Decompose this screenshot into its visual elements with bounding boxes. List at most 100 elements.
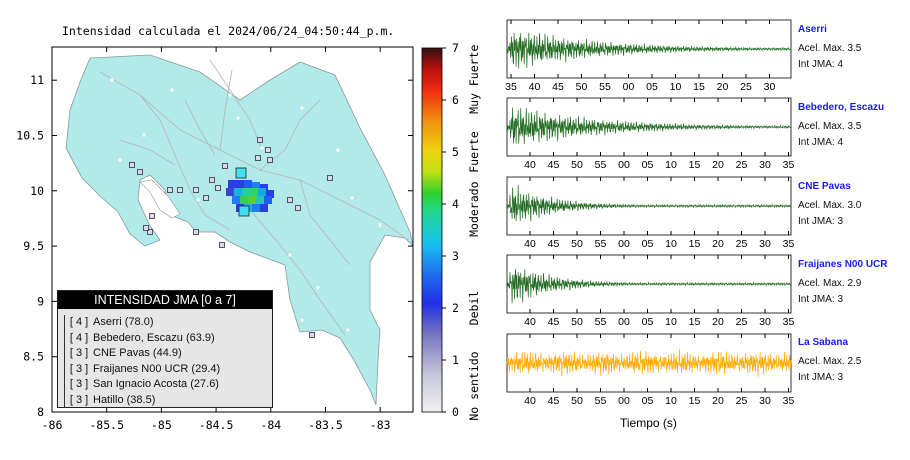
waveform-tick-label: 25 [736,395,748,407]
town-marker [300,318,304,322]
legend-row: [ 3 ] San Ignacio Acosta (27.6) [69,378,219,390]
waveform-tick-label: 30 [764,81,776,93]
waveform-tick-label: 50 [576,81,588,93]
intensity-cell [250,188,258,196]
waveform-tick-label: 05 [642,238,654,250]
legend-row: [ 3 ] Fraijanes N00 UCR (29.4) [69,362,221,375]
waveform-tick-label: 30 [759,159,771,171]
station-marker [129,162,135,168]
colorbar-gradient [421,47,443,413]
legend-list: [ 4 ] Aserri (78.0) [ 4 ] Bebedero, Escazu… [64,315,272,408]
accel-label: Acel. Max. 2.5 [798,356,862,367]
waveform-tick-label: 45 [548,316,560,328]
station-marker [215,185,221,191]
waveform-trace [506,184,792,222]
waveform-tick-label: 25 [736,316,748,328]
colorbar-tick-label: 4 [452,197,459,211]
waveform-tick-label: 40 [524,395,536,407]
intensity-cell [256,196,264,204]
lon-tick-label: -84.5 [199,418,234,432]
town-marker [142,133,146,137]
station-square [238,205,250,217]
intensity-cell [240,196,248,204]
waveform-tick-label: 20 [717,81,729,93]
lat-tick-label: 10.5 [16,128,44,142]
lon-tick-label: -83.5 [308,418,343,432]
town-marker [316,286,320,290]
waveform-tick-label: 55 [595,316,607,328]
intensity-cell [228,180,236,188]
waveform-tick-label: 35 [783,395,795,407]
road [249,209,346,336]
waveform-tick-label: 35 [505,81,517,93]
town-marker [228,93,232,97]
lon-tick-label: -83 [370,418,391,432]
waveform-tick-label: 55 [595,238,607,250]
waveform-tick-label: 55 [599,81,611,93]
waveform-tick-label: 50 [571,238,583,250]
intensity-legend: INTENSIDAD JMA [0 a 7] [ 4 ] Aserri (78.0… [57,290,273,408]
accel-label: Acel. Max. 3.0 [798,200,862,211]
station-marker [193,229,199,235]
waveform-tick-label: 00 [623,81,635,93]
intensity-map: -86 -85.5 -85 -84.5 -84 -83.5 -83 11 10.5 10 9.5 9 8… [16,46,414,432]
waveform-tick-label: 05 [642,316,654,328]
road [119,139,176,166]
waveform-trace [507,32,792,69]
waveform-tick-label: 35 [783,238,795,250]
station-marker [255,155,261,161]
lon-tick-label: -86 [42,418,63,432]
intensity-cell [266,190,274,198]
town-marker [236,116,240,120]
colorbar-tick-label: 2 [452,301,459,315]
town-marker [118,158,122,162]
colorbar-category-label: Moderado [467,181,481,236]
waveform-tick-label: 30 [759,238,771,250]
town-marker [260,146,264,150]
intensity-cell [236,180,244,188]
waveform-tick-label: 15 [689,159,701,171]
waveform-tick-label: 15 [689,238,701,250]
landmass [65,54,414,406]
station-marker [147,229,153,235]
panel-info: CNE Pavas Acel. Max. 3.0 Int JMA: 3 [798,181,861,227]
waveform-tick-label: 55 [595,395,607,407]
waveform-tick-label: 05 [642,159,654,171]
station-name: La Sabana [798,337,849,348]
waveform-tick-label: 50 [571,316,583,328]
intensity-cell [260,204,268,212]
station-marker [287,197,293,203]
lat-tick-label: 10 [30,184,44,198]
colorbar-category-label: No sentido [467,351,481,420]
legend-row: [ 3 ] Hatillo (38.5) [69,393,156,406]
waveform-tick-label: 10 [665,159,677,171]
intensity-cell [234,188,242,196]
waveform-tick-label: 00 [618,316,630,328]
intensity-cell [244,180,252,188]
intensity-cell [264,196,272,204]
waveform-tick-label: 30 [759,395,771,407]
waveform-tick-label: 20 [712,238,724,250]
waveform-tick-label: 25 [736,159,748,171]
waveform-tick-label: 30 [759,316,771,328]
station-marker [257,137,263,143]
waveform-tick-label: 40 [524,159,536,171]
panel-info: La Sabana Acel. Max. 2.5 Int JMA: 3 [798,337,861,383]
accel-label: Acel. Max. 2.9 [798,278,862,289]
road [299,179,351,266]
intensity-cell [258,188,266,196]
station-marker [193,187,199,193]
station-marker [177,187,183,193]
waveform-tick-label: 45 [548,395,560,407]
station-marker [219,242,225,248]
waveform-tick-label: 05 [646,81,658,93]
road [219,69,233,151]
station-name: Aserri [798,24,827,35]
waveform-tick-label: 45 [548,159,560,171]
waveform-tick-label: 15 [693,81,705,93]
station-marker [265,147,271,153]
legend-row: [ 3 ] CNE Pavas (44.9) [69,347,182,359]
town-marker [378,223,382,227]
intensity-cell [242,188,250,196]
station-marker [327,175,333,181]
